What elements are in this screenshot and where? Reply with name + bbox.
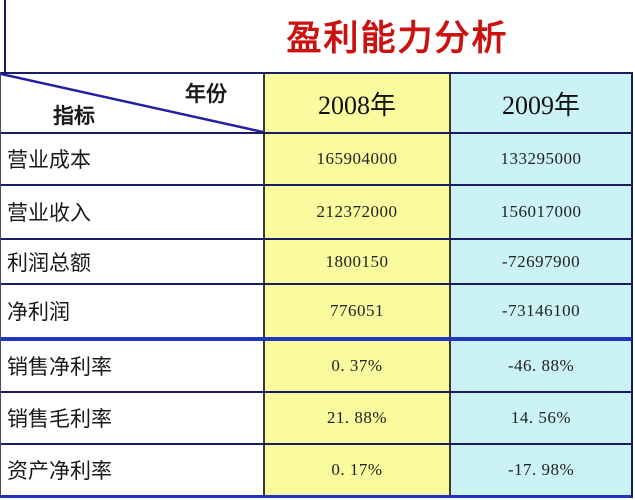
value-2009-text: 133295000 xyxy=(500,149,582,168)
value-2009-text: -73146100 xyxy=(501,301,581,320)
column-header-2009: 2009年 xyxy=(451,74,631,132)
value-2008: 776051 xyxy=(263,285,451,337)
value-2009-text: -46. 88% xyxy=(507,356,575,375)
row-label: 净利润 xyxy=(1,285,263,337)
value-2009: -73146100 xyxy=(451,285,631,337)
value-2009: -17. 98% xyxy=(451,445,631,495)
value-2009: 133295000 xyxy=(451,134,631,184)
table-header-row: 年份 指标 2008年 2009年 xyxy=(1,74,631,134)
value-2008: 212372000 xyxy=(263,186,451,238)
row-label: 销售净利率 xyxy=(1,341,263,391)
value-2008-text: 776051 xyxy=(330,301,384,320)
value-2008: 165904000 xyxy=(263,134,451,184)
column-header-2008-label: 2008年 xyxy=(317,90,396,120)
value-2009-text: 156017000 xyxy=(500,202,582,221)
table-row: 净利润 776051 -73146100 xyxy=(1,285,631,341)
value-2008: 1800150 xyxy=(263,240,451,283)
row-label: 营业成本 xyxy=(1,134,263,184)
year-axis-label: 年份 xyxy=(185,82,227,106)
value-2009: 156017000 xyxy=(451,186,631,238)
row-label: 销售毛利率 xyxy=(1,393,263,443)
value-2008-text: 1800150 xyxy=(325,251,389,271)
column-header-2009-label: 2009年 xyxy=(501,90,580,120)
table-row: 营业成本 165904000 133295000 xyxy=(1,134,631,186)
table-row: 销售净利率 0. 37% -46. 88% xyxy=(1,341,631,393)
row-label: 利润总额 xyxy=(1,240,263,283)
value-2008: 0. 37% xyxy=(263,341,451,391)
data-table: 年份 指标 2008年 2009年 营业成本 165904000 1332950… xyxy=(0,72,633,498)
value-2009-text: -17. 98% xyxy=(507,460,575,479)
value-2009-text: 14. 56% xyxy=(510,408,572,427)
value-2008: 21. 88% xyxy=(263,393,451,443)
row-label: 资产净利率 xyxy=(1,445,263,495)
row-label: 营业收入 xyxy=(1,186,263,238)
table-row: 销售毛利率 21. 88% 14. 56% xyxy=(1,393,631,445)
table-row: 资产净利率 0. 17% -17. 98% xyxy=(1,445,631,498)
title-area: 盈利能力分析 xyxy=(0,0,635,72)
value-2008: 0. 17% xyxy=(263,445,451,495)
value-2008-text: 0. 37% xyxy=(331,356,383,375)
page-title: 盈利能力分析 xyxy=(286,19,509,58)
table-row: 营业收入 212372000 156017000 xyxy=(1,186,631,240)
title-left-border xyxy=(4,0,6,72)
value-2009: 14. 56% xyxy=(451,393,631,443)
value-2008-text: 21. 88% xyxy=(326,408,388,427)
value-2009: -46. 88% xyxy=(451,341,631,391)
value-2008-text: 165904000 xyxy=(316,149,398,168)
indicator-axis-label: 指标 xyxy=(53,104,95,128)
value-2008-text: 212372000 xyxy=(316,202,398,221)
column-header-2008: 2008年 xyxy=(263,74,451,132)
value-2009-text: -72697900 xyxy=(501,251,581,271)
value-2009: -72697900 xyxy=(451,240,631,283)
header-diagonal-cell: 年份 指标 xyxy=(1,74,263,132)
table-row: 利润总额 1800150 -72697900 xyxy=(1,240,631,285)
value-2008-text: 0. 17% xyxy=(331,460,383,479)
diagonal-line xyxy=(1,74,263,132)
